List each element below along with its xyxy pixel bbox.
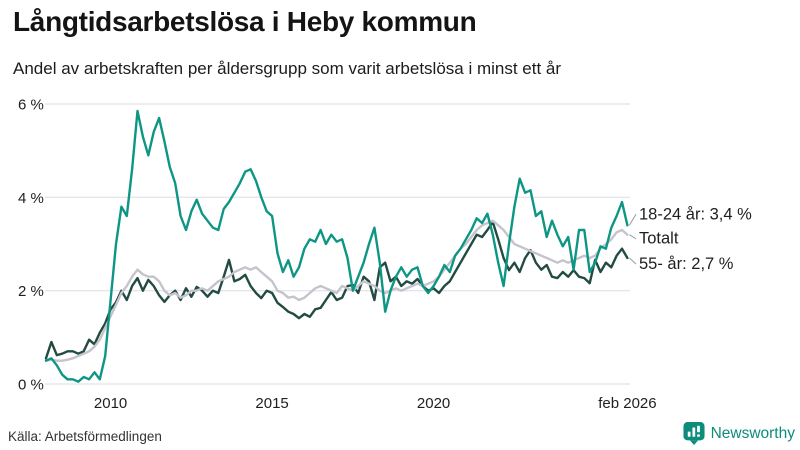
newsworthy-logo: Newsworthy <box>683 421 795 446</box>
svg-text:Totalt: Totalt <box>639 230 679 248</box>
svg-text:feb 2026: feb 2026 <box>598 395 656 412</box>
svg-text:18-24 år: 3,4 %: 18-24 år: 3,4 % <box>639 205 752 223</box>
svg-text:0 %: 0 % <box>18 377 44 394</box>
svg-text:2010: 2010 <box>94 395 127 412</box>
svg-text:6 %: 6 % <box>18 97 44 114</box>
page-title: Långtidsarbetslösa i Heby kommun <box>13 6 477 37</box>
source-text: Källa: Arbetsförmedlingen <box>8 429 162 444</box>
svg-text:2015: 2015 <box>255 395 288 412</box>
svg-text:2020: 2020 <box>417 395 450 412</box>
newsworthy-icon <box>683 422 705 445</box>
page-subtitle: Andel av arbetskraften per åldersgrupp s… <box>13 59 562 78</box>
svg-text:2 %: 2 % <box>18 283 44 300</box>
svg-text:55- år: 2,7 %: 55- år: 2,7 % <box>639 255 734 273</box>
svg-text:4 %: 4 % <box>18 190 44 207</box>
newsworthy-label: Newsworthy <box>710 424 795 442</box>
